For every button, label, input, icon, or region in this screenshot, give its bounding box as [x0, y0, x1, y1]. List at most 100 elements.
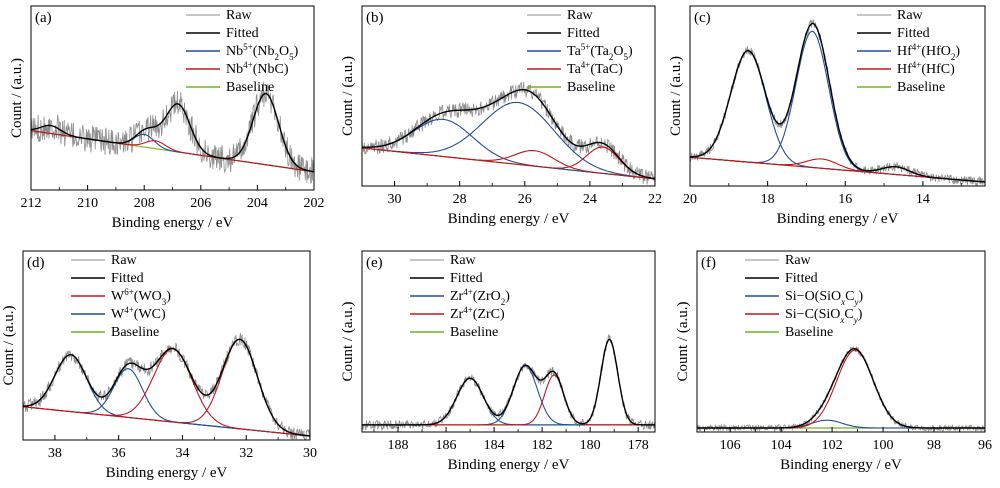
legend-label-part: 2 — [274, 52, 279, 62]
legend-label-part: Nb — [226, 44, 243, 59]
legend-label-part: ) — [166, 289, 171, 304]
y-axis-label: Count / (a.u.) — [675, 302, 691, 382]
legend-label-part: Baseline — [785, 325, 833, 340]
x-tick-label: 20 — [683, 192, 697, 207]
legend-label-part: Fitted — [785, 271, 818, 286]
legend-label-part: Baseline — [897, 80, 945, 95]
legend-label-part: O — [279, 44, 289, 59]
legend-label: Zr4+(ZrC) — [450, 305, 505, 322]
y-axis-label: Count / (a.u.) — [340, 56, 356, 136]
legend-label-part: 3 — [162, 297, 167, 307]
x-tick-label: 36 — [112, 446, 126, 461]
raw-curve — [31, 81, 314, 184]
legend-label-part: C — [844, 307, 853, 322]
legend-label: W6+(WO3) — [111, 287, 171, 307]
x-tick-label: 98 — [927, 438, 941, 453]
legend-label: Fitted — [785, 271, 818, 286]
fitted-curve — [23, 338, 310, 437]
x-tick-label: 206 — [190, 196, 211, 211]
y-axis-label: Count / (a.u.) — [340, 302, 356, 382]
legend-label-part: Ta — [567, 44, 582, 59]
legend-label: Fitted — [567, 26, 600, 41]
blue-component-peak — [697, 419, 985, 429]
legend-label: Hf4+(HfO2) — [897, 42, 960, 62]
legend-label-part: (ZrO — [473, 289, 501, 304]
legend-label-part: Zr — [450, 289, 464, 304]
x-axis-label: Binding energy / eV — [777, 211, 899, 227]
plot-area — [690, 19, 985, 186]
legend-label: Ta4+(TaC) — [567, 60, 623, 77]
x-tick-label: 16 — [838, 192, 852, 207]
legend-label: Raw — [111, 253, 138, 268]
axes-frame — [696, 250, 986, 433]
legend-label-part: W — [111, 307, 125, 322]
x-axis-label: Binding energy / eV — [448, 211, 570, 227]
y-axis-label: Count / (a.u.) — [9, 58, 25, 138]
x-tick-label: 180 — [580, 438, 601, 453]
x-tick-label: 186 — [436, 438, 457, 453]
legend-label-part: (NbC) — [253, 62, 289, 77]
legend-label: Fitted — [897, 26, 930, 41]
x-tick-label: 32 — [239, 446, 253, 461]
legend-label-part: 2 — [609, 52, 614, 62]
plot-area — [23, 333, 310, 440]
x-tick-label: 104 — [771, 438, 792, 453]
x-tick-label: 18 — [761, 192, 775, 207]
legend-label-part: Fitted — [897, 26, 930, 41]
legend-label: Nb5+(Nb2O5) — [226, 42, 299, 62]
blue-component-peak — [362, 101, 655, 180]
legend-label-part: Ta — [567, 62, 582, 77]
fitted-curve — [362, 88, 655, 180]
legend-label-part: 5+ — [243, 42, 253, 52]
legend: RawFittedSi−O(SiOxCy)Si−C(SiOxCy)Baselin… — [745, 253, 863, 340]
x-tick-label: 188 — [388, 438, 409, 453]
legend-label-part: W — [111, 289, 125, 304]
legend-label-part: Fitted — [226, 26, 259, 41]
legend-label-part: Baseline — [226, 80, 274, 95]
x-tick-label: 28 — [453, 192, 467, 207]
x-tick-label: 100 — [873, 438, 894, 453]
legend-label-part: Raw — [450, 253, 477, 268]
x-axis-label: Binding energy / eV — [780, 457, 902, 473]
fitted-curve — [690, 22, 985, 183]
legend-label-part: (WC) — [134, 307, 166, 322]
panel-letter: (c) — [694, 10, 711, 26]
plot-area — [31, 81, 314, 184]
plot-area — [697, 346, 985, 432]
legend-label: Fitted — [111, 271, 144, 286]
legend-label: Fitted — [450, 271, 483, 286]
legend-label-part: 4+ — [912, 42, 922, 52]
legend-label-part: Raw — [785, 253, 812, 268]
axes-frame — [22, 250, 311, 441]
legend-label-part: 4+ — [581, 60, 591, 70]
legend-label-part: Baseline — [111, 325, 159, 340]
panel-e: 188 186 184 182 180 178 Binding energy / eV Cou… — [340, 250, 656, 473]
legend-label: Raw — [785, 253, 812, 268]
legend-label-part: (HfO — [921, 44, 951, 59]
blue-component-peak — [23, 354, 310, 437]
legend-label-part: 6+ — [124, 287, 134, 297]
legend-label: Nb4+(NbC) — [226, 60, 289, 77]
legend-label: Baseline — [897, 80, 945, 95]
legend-label: Baseline — [226, 80, 274, 95]
x-axis-label: Binding energy / eV — [448, 457, 570, 473]
legend-label: Baseline — [567, 80, 615, 95]
panel-d: 38 36 34 32 30 Binding energy / eV Count / (a.… — [1, 250, 317, 481]
legend-label: Raw — [567, 8, 594, 23]
legend-label-part: ) — [955, 44, 960, 59]
legend-label: Hf4+(HfC) — [897, 60, 955, 77]
legend-label-part: Raw — [111, 253, 138, 268]
legend-label: Ta5+(Ta2O5) — [567, 42, 633, 62]
legend-label: Raw — [226, 8, 253, 23]
legend-label: Raw — [897, 8, 924, 23]
plot-area — [362, 81, 655, 185]
x-tick-label: 34 — [175, 446, 189, 461]
legend-label-part: Hf — [897, 62, 912, 77]
legend-label-part: 5 — [289, 52, 294, 62]
x-tick-label: 212 — [21, 196, 42, 211]
x-tick-label: 38 — [48, 446, 62, 461]
